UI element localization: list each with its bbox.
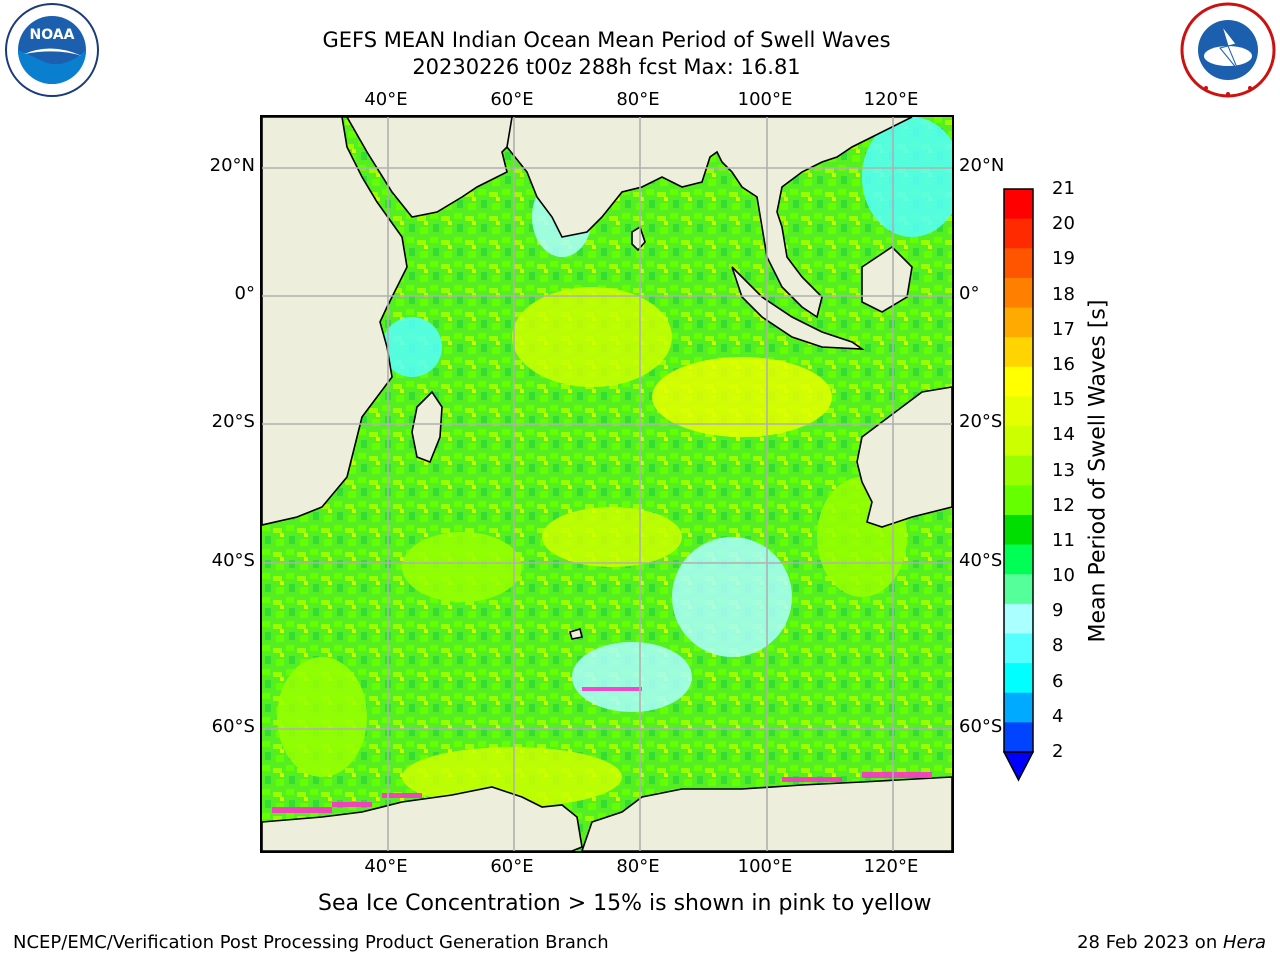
colorbar-segment [1004,277,1033,309]
nws-logo-icon [1180,2,1276,98]
lon-label-bottom: 40°E [364,856,408,877]
colorbar-tick-label: 8 [1052,635,1064,657]
colorbar-segment [1004,307,1033,338]
colorbar-segment [1004,248,1033,279]
colorbar-tick-label: 14 [1052,424,1075,446]
sea-ice-note: Sea Ice Concentration > 15% is shown in … [318,891,932,916]
colorbar-tick-label: 2 [1052,741,1064,762]
colorbar-tick-label: 13 [1052,459,1075,481]
swell-patches [277,117,952,807]
colorbar-tick-label: 12 [1052,494,1075,516]
colorbar-segment [1004,366,1033,397]
lat-label-left: 20°N [209,155,255,176]
lon-label-top: 40°E [364,89,408,110]
colorbar-segment [1004,396,1033,427]
lat-label-left: 40°S [211,550,255,571]
chart-subtitle: 20230226 t00z 288h fcst Max: 16.81 [412,55,801,79]
colorbar-segment [1004,189,1033,220]
lat-label-left: 20°S [211,411,255,432]
footer-host: Hera [1222,932,1266,953]
colorbar-segment [1004,633,1033,664]
lat-label-left: 0° [234,283,255,304]
colorbar-tick-label: 6 [1052,670,1064,692]
lon-label-top: 120°E [863,89,919,110]
colorbar-tick-label: 18 [1052,283,1075,305]
colorbar-segment [1004,485,1033,516]
colorbar-tick-label: 21 [1052,178,1075,199]
lon-label-top: 80°E [616,89,660,110]
lon-label-top: 100°E [737,89,793,110]
lat-label-right: 40°S [959,550,1003,571]
lon-label-bottom: 80°E [616,856,660,877]
colorbar-segment [1004,426,1033,457]
colorbar-segment [1004,337,1033,368]
colorbar-segment [1004,514,1033,546]
colorbar-segment [1004,218,1033,249]
colorbar-segment [1004,663,1033,694]
colorbar-tick-label: 20 [1052,213,1075,235]
colorbar-segment [1004,544,1033,575]
noaa-logo-text: NOAA [30,27,75,43]
map-gridlines [262,117,952,851]
colorbar-extend-triangle [1003,751,1035,782]
colorbar-tick-label: 15 [1052,389,1075,411]
footer-date-text: 28 Feb 2023 on [1077,932,1223,953]
map-panel [260,115,954,853]
colorbar-segment [1004,455,1033,486]
colorbar [1003,188,1035,782]
colorbar-segment [1004,692,1033,723]
sea-ice-edge [272,687,932,813]
colorbar-segment [1004,574,1033,605]
colorbar-label: Mean Period of Swell Waves [s] [1085,299,1111,643]
lat-label-right: 0° [959,283,980,304]
colorbar-tick-label: 4 [1052,705,1064,727]
lat-label-right: 20°N [959,155,1005,176]
lon-label-bottom: 120°E [863,856,919,877]
lon-label-top: 60°E [490,89,534,110]
colorbar-tick-label: 11 [1052,529,1075,551]
colorbar-segment [1004,603,1033,634]
footer-date: 28 Feb 2023 on Hera [1077,932,1266,954]
swell-period-map [262,117,952,851]
colorbar-outline [1003,188,1034,753]
colorbar-tick-label: 17 [1052,318,1075,340]
colorbar-tick-label: 9 [1052,600,1064,622]
colorbar-tick-label: 10 [1052,565,1075,587]
lon-label-bottom: 60°E [490,856,534,877]
footer-credit: NCEP/EMC/Verification Post Processing Pr… [13,932,609,953]
colorbar-tick-label: 19 [1052,248,1075,270]
colorbar-segment [1004,722,1033,753]
colorbar-tick-label: 16 [1052,353,1075,375]
lat-label-left: 60°S [211,716,255,737]
chart-title: GEFS MEAN Indian Ocean Mean Period of Sw… [322,28,891,52]
lat-label-right: 60°S [959,716,1003,737]
lat-label-right: 20°S [959,411,1003,432]
lon-label-bottom: 100°E [737,856,793,877]
noaa-logo-icon: NOAA [5,3,99,97]
